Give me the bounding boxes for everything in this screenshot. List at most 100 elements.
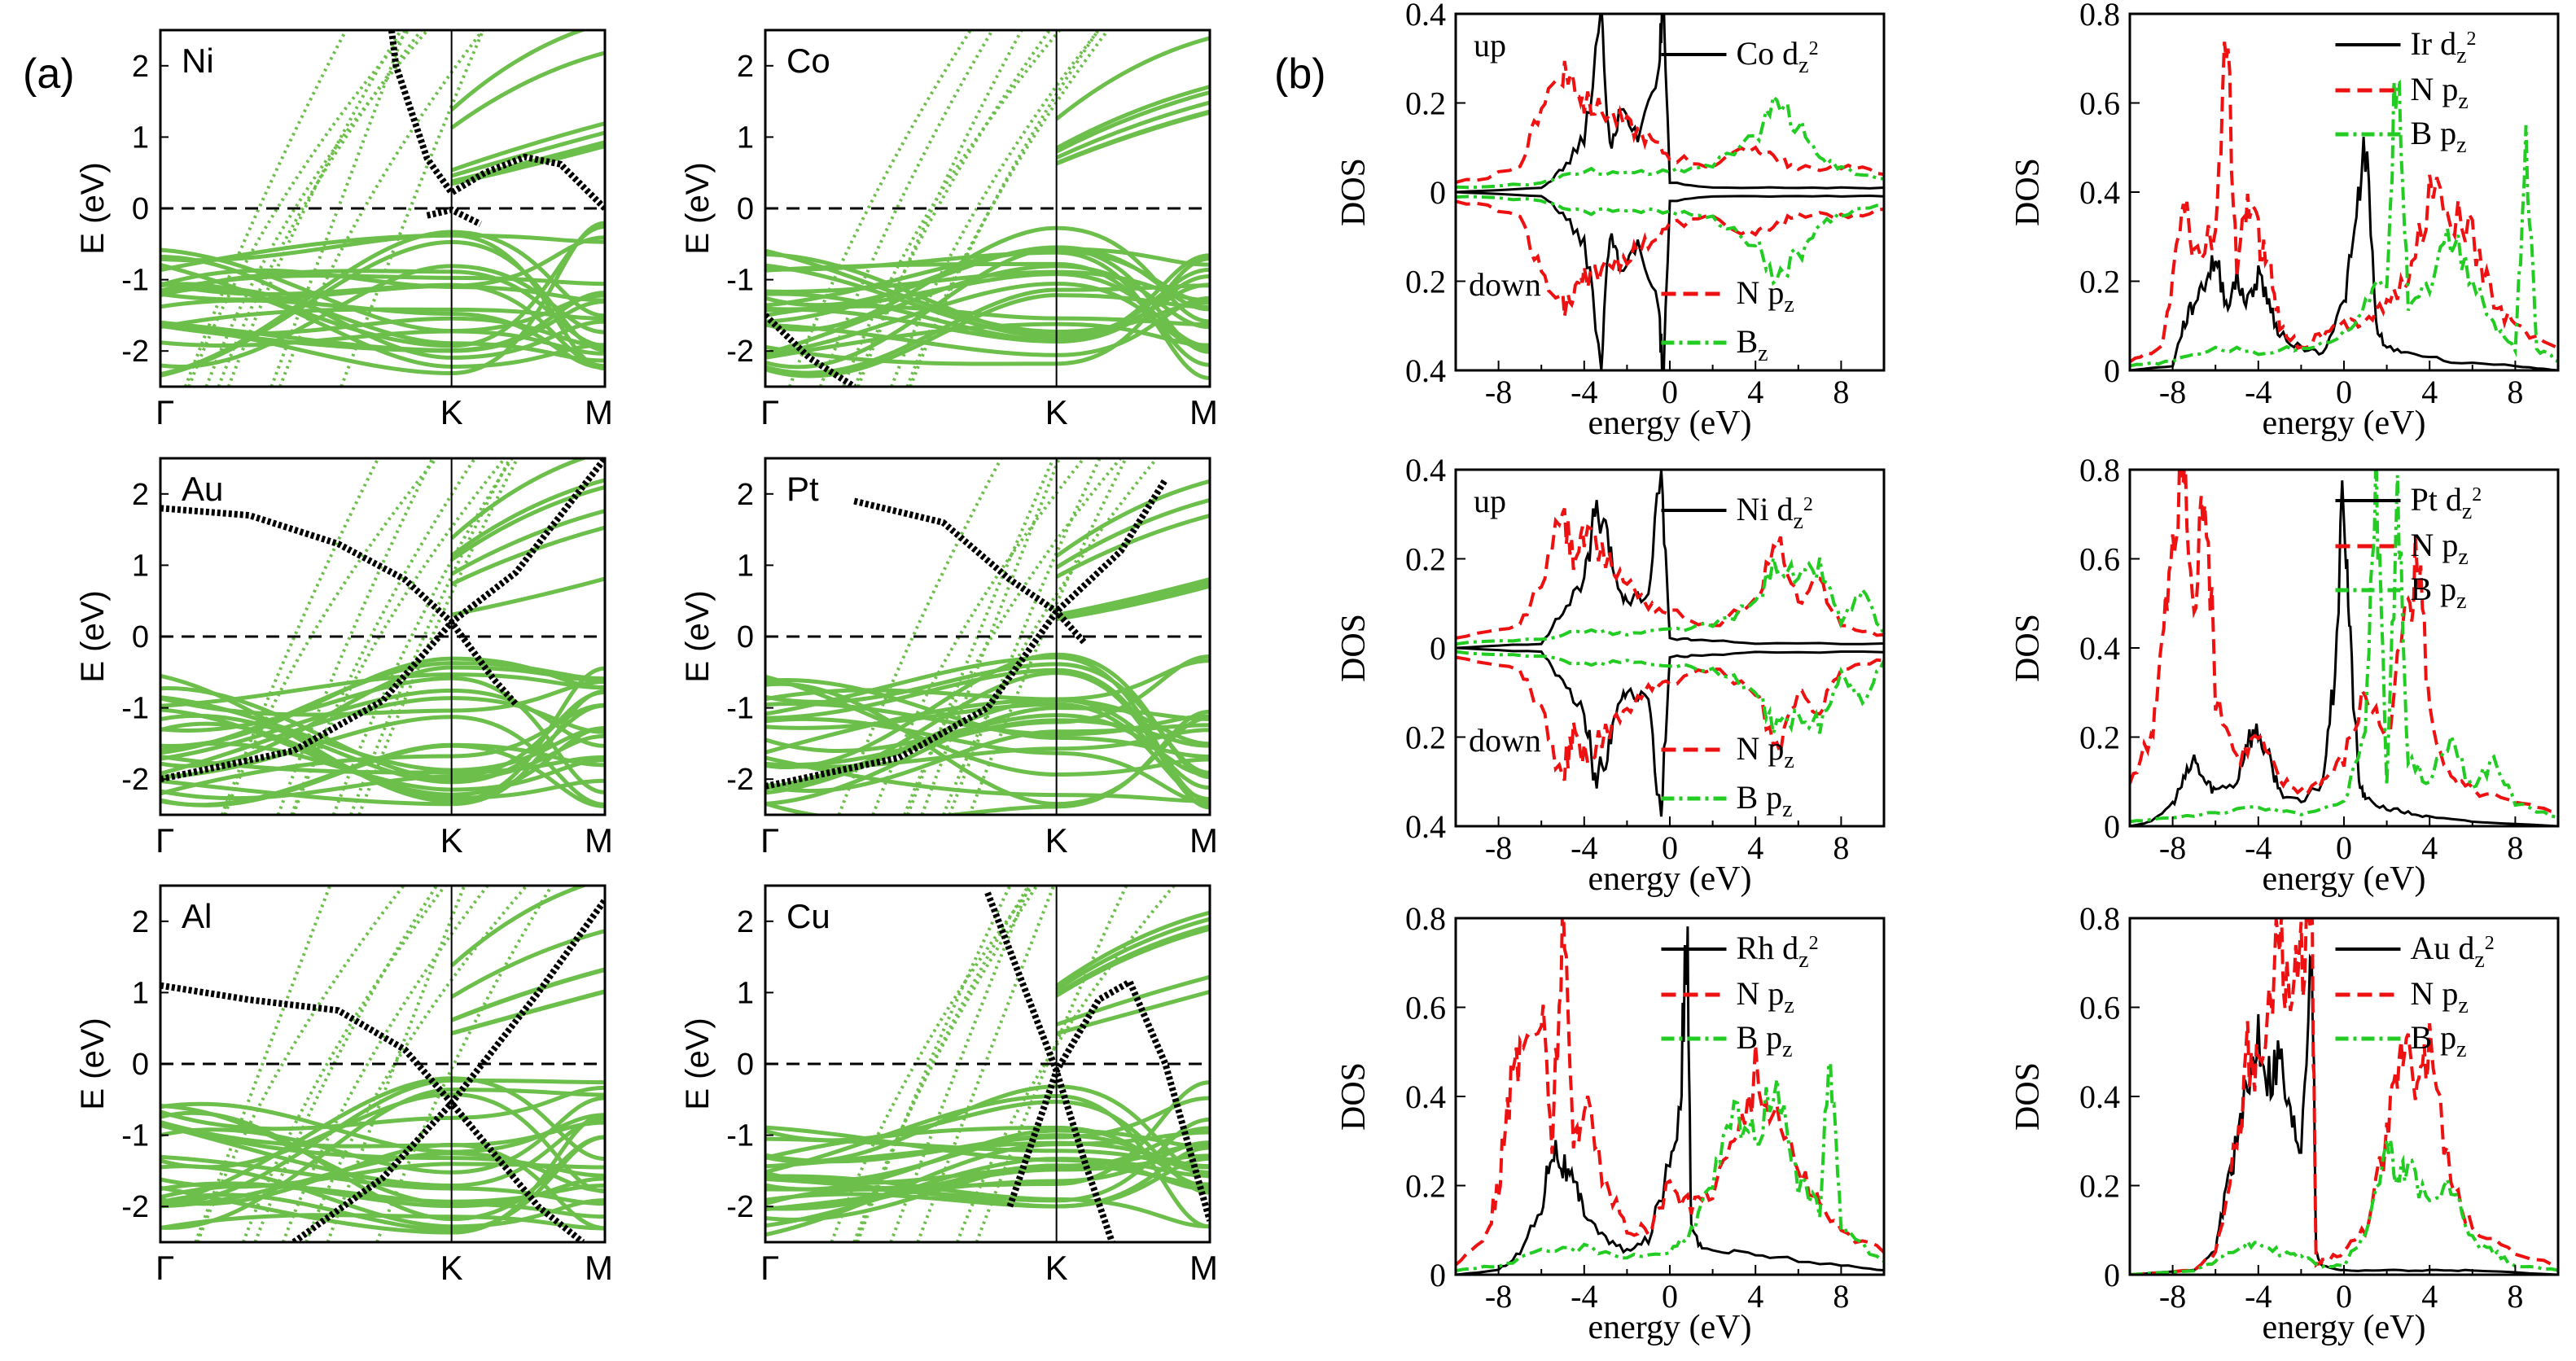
x-tick-label: M — [585, 393, 613, 431]
band-line — [1055, 479, 1210, 558]
projected-band-0 — [984, 891, 1115, 1242]
band-dotted-line — [955, 886, 1176, 1242]
band-dotted-line — [276, 458, 435, 815]
band-line — [1055, 924, 1210, 996]
band-line — [1056, 584, 1210, 622]
dos-series-2-up — [1456, 93, 1884, 190]
y-axis-label: E (eV) — [75, 162, 111, 254]
x-tick-label: 0 — [2336, 1278, 2352, 1315]
legend-sub: z — [2456, 589, 2466, 614]
band-line — [160, 268, 605, 303]
x-axis-label: energy (eV) — [2263, 1309, 2426, 1346]
x-tick-label: 8 — [1833, 829, 1849, 866]
band-dotted-line — [204, 30, 429, 387]
band-line — [449, 458, 589, 540]
y-tick-label: 0.4 — [1405, 808, 1446, 845]
y-tick-label: 0 — [1430, 174, 1446, 211]
band-dotted-line — [856, 30, 1023, 387]
legend-label: B pz — [2410, 1019, 2466, 1062]
band-dotted-line — [183, 30, 348, 387]
y-tick-label: 0 — [2104, 1257, 2120, 1293]
y-tick-label: 0.2 — [2079, 1168, 2120, 1205]
dos-series-0-up — [2130, 953, 2558, 1275]
dos-series-1-up — [1456, 60, 1884, 184]
x-tick-label: 8 — [1833, 1278, 1849, 1315]
y-axis-label: DOS — [1335, 614, 1373, 682]
projected-band-1 — [1006, 978, 1210, 1222]
y-tick-label: -1 — [121, 692, 149, 726]
y-tick-label: -1 — [726, 264, 754, 298]
band-line — [450, 50, 605, 130]
dos-curves — [2130, 918, 2558, 1275]
legend-label: N pz — [1736, 730, 1794, 773]
y-tick-label: 1 — [737, 120, 754, 155]
band-line — [160, 254, 605, 360]
x-tick-label: -8 — [1485, 829, 1512, 866]
dos-curves — [1456, 918, 1884, 1275]
dos-series-1-up — [2130, 470, 2558, 815]
band-line — [1055, 90, 1210, 154]
band-line — [450, 509, 605, 576]
band-line — [450, 968, 605, 1022]
projected-band-1 — [765, 478, 1168, 790]
legend-label: N pz — [1736, 274, 1794, 317]
dos-curves — [1456, 14, 1884, 370]
band-dotted-line — [818, 30, 994, 387]
band-dotted-line — [357, 458, 519, 815]
y-axis-label: E (eV) — [680, 1017, 716, 1109]
y-tick-label: 2 — [132, 50, 149, 84]
band-line — [451, 144, 605, 186]
x-tick-label: 4 — [2421, 374, 2438, 410]
band-dotted-line — [278, 30, 484, 387]
x-tick-label: 0 — [1662, 829, 1678, 866]
dos-series-0-up — [1456, 470, 1884, 650]
band-line — [765, 723, 1210, 794]
x-tick-label: -8 — [1485, 1278, 1512, 1315]
legend-sub: z — [2458, 545, 2468, 570]
projected-band-0 — [765, 313, 856, 387]
y-tick-label: -1 — [726, 692, 754, 726]
legend-sup: 2 — [1809, 38, 1819, 59]
legend-sub: z — [1782, 1037, 1792, 1062]
legend-label: N pz — [1736, 975, 1794, 1018]
y-tick-label: 0.2 — [1405, 1168, 1446, 1205]
y-tick-label: 1 — [132, 549, 149, 583]
legend-label: Pt dz2 — [2410, 481, 2482, 524]
legend-sub: z — [1798, 53, 1808, 78]
band-line — [765, 1156, 1210, 1209]
dos-series-0-up — [1456, 926, 1884, 1275]
projected-band-0 — [388, 30, 605, 211]
y-tick-label: 0.6 — [1405, 990, 1446, 1026]
band-line — [1055, 514, 1210, 579]
x-tick-label: M — [585, 1249, 613, 1287]
x-tick-label: K — [1045, 393, 1068, 431]
annotation-up: up — [1474, 27, 1506, 63]
y-tick-label: 0 — [2104, 808, 2120, 845]
legend-sub: z — [2456, 43, 2466, 68]
legend-name: B p — [2410, 115, 2456, 151]
y-tick-label: 0 — [737, 620, 754, 654]
band-dotted-line — [942, 458, 1159, 815]
legend-name: Co d — [1736, 35, 1798, 72]
y-tick-label: 0.6 — [2079, 990, 2120, 1026]
legend-sub: z — [1784, 748, 1794, 773]
band-line — [765, 1140, 1210, 1169]
x-tick-label: 4 — [1747, 829, 1763, 866]
x-tick-label: -4 — [2245, 374, 2272, 410]
band-line — [160, 743, 605, 808]
legend-sub: z — [1784, 993, 1794, 1018]
band-line — [160, 274, 605, 293]
dos-series-0-down — [1456, 646, 1884, 817]
band-dotted-line — [331, 458, 514, 815]
x-tick-label: 0 — [2336, 829, 2352, 866]
band-line — [160, 672, 605, 708]
band-dotted-line — [226, 30, 403, 387]
legend-label: N pz — [2410, 71, 2468, 114]
plot-frame — [2128, 917, 2560, 1276]
x-tick-label: 8 — [2507, 374, 2523, 410]
x-tick-label: M — [1189, 1249, 1218, 1287]
x-tick-label: Γ — [156, 393, 174, 431]
